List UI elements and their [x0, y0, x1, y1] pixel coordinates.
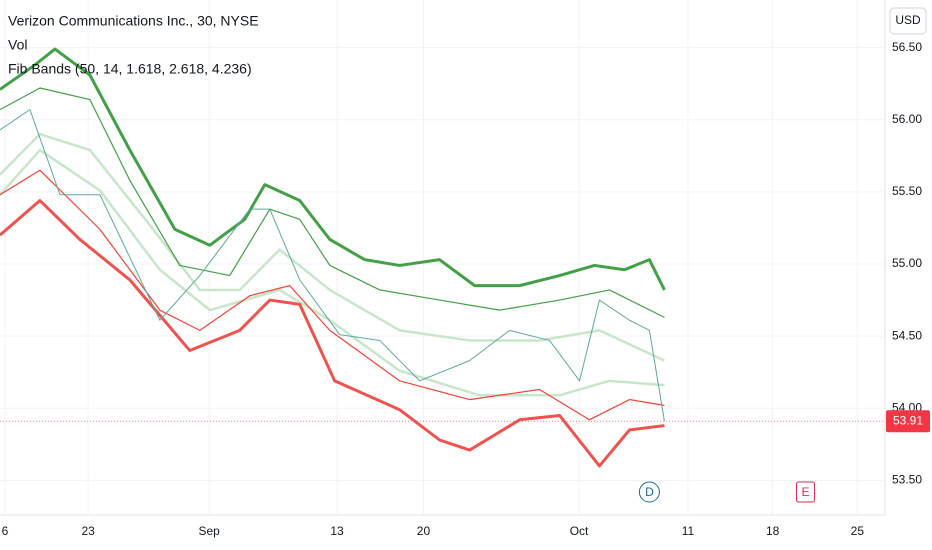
x-tick-label: 23	[81, 524, 95, 538]
chart-title: Verizon Communications Inc., 30, NYSE	[8, 13, 259, 29]
x-tick-label: Sep	[198, 524, 220, 538]
series-line	[0, 87, 665, 318]
x-tick-label: 13	[330, 524, 344, 538]
last-price-label: 53.91	[893, 413, 923, 427]
x-tick-label: 11	[682, 524, 695, 538]
event-label: D	[645, 485, 654, 499]
event-marker	[638, 481, 660, 503]
x-tick-label: 25	[851, 524, 865, 538]
y-tick-label: 56.50	[892, 40, 922, 54]
series-line	[0, 199, 665, 468]
x-tick-label: 18	[766, 524, 780, 538]
currency[interactable]: USD	[895, 13, 921, 27]
series-line	[0, 148, 665, 397]
y-tick-label: 56.00	[892, 112, 922, 126]
grid	[0, 0, 885, 515]
last-price-box	[886, 410, 930, 433]
series-line	[0, 109, 665, 422]
x-tick-label: 20	[417, 524, 431, 538]
series-line	[0, 132, 665, 362]
plot	[0, 47, 885, 468]
y-tick-label: 54.50	[892, 328, 922, 342]
series-line	[0, 169, 665, 421]
legend-item: Vol	[8, 37, 27, 53]
y-tick-label: 53.50	[892, 473, 922, 487]
series-line	[0, 47, 666, 291]
y-tick-label: 55.50	[892, 184, 922, 198]
legend-item: Fib Bands (50, 14, 1.618, 2.618, 4.236)	[8, 61, 252, 77]
x-tick-label: Oct	[570, 524, 589, 538]
x-tick-label: 6	[2, 524, 9, 538]
event-marker	[795, 481, 815, 503]
event-label: E	[801, 485, 809, 499]
y-tick-label: 55.00	[892, 256, 922, 270]
currency-box[interactable]	[889, 7, 927, 35]
